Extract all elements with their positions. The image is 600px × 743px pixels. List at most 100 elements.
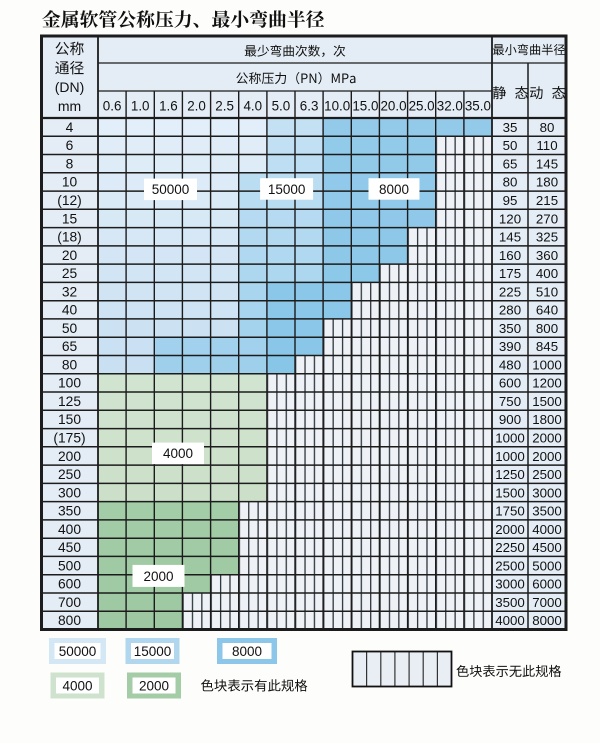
svg-text:7000: 7000 bbox=[532, 595, 562, 610]
svg-text:50000: 50000 bbox=[152, 182, 190, 197]
svg-text:2000: 2000 bbox=[532, 449, 562, 464]
svg-text:450: 450 bbox=[58, 540, 81, 555]
svg-text:4000: 4000 bbox=[163, 446, 193, 461]
svg-text:845: 845 bbox=[536, 339, 558, 354]
svg-text:4: 4 bbox=[66, 120, 74, 135]
svg-text:1.6: 1.6 bbox=[159, 98, 178, 113]
svg-text:2500: 2500 bbox=[532, 467, 562, 482]
svg-text:4.0: 4.0 bbox=[243, 98, 262, 113]
svg-text:3500: 3500 bbox=[532, 504, 562, 519]
svg-text:50000: 50000 bbox=[59, 644, 97, 659]
svg-text:1200: 1200 bbox=[532, 376, 562, 391]
svg-text:3500: 3500 bbox=[495, 595, 525, 610]
svg-text:900: 900 bbox=[499, 412, 521, 427]
svg-text:1000: 1000 bbox=[532, 357, 562, 372]
svg-text:600: 600 bbox=[58, 577, 81, 592]
svg-text:250: 250 bbox=[58, 467, 81, 482]
svg-text:200: 200 bbox=[58, 449, 81, 464]
svg-text:225: 225 bbox=[499, 284, 521, 299]
svg-text:2000: 2000 bbox=[139, 678, 169, 693]
svg-text:(175): (175) bbox=[53, 431, 85, 446]
svg-text:400: 400 bbox=[536, 266, 558, 281]
svg-text:4000: 4000 bbox=[62, 678, 92, 693]
svg-text:32: 32 bbox=[62, 284, 77, 299]
svg-text:150: 150 bbox=[58, 412, 81, 427]
svg-text:(12): (12) bbox=[57, 193, 82, 208]
svg-text:15000: 15000 bbox=[268, 182, 306, 197]
svg-text:8: 8 bbox=[66, 157, 74, 172]
svg-text:215: 215 bbox=[536, 193, 558, 208]
svg-text:1.0: 1.0 bbox=[131, 98, 150, 113]
svg-text:mm: mm bbox=[58, 98, 81, 114]
svg-text:1000: 1000 bbox=[495, 449, 525, 464]
svg-text:700: 700 bbox=[58, 595, 81, 610]
svg-text:2000: 2000 bbox=[532, 431, 562, 446]
svg-text:40: 40 bbox=[62, 303, 78, 318]
svg-text:2.5: 2.5 bbox=[215, 98, 234, 113]
svg-text:20: 20 bbox=[62, 248, 78, 263]
svg-text:800: 800 bbox=[58, 613, 81, 628]
svg-text:3000: 3000 bbox=[532, 485, 562, 500]
svg-text:3000: 3000 bbox=[495, 577, 525, 592]
svg-text:80: 80 bbox=[62, 357, 78, 372]
svg-text:600: 600 bbox=[499, 376, 521, 391]
svg-text:(18): (18) bbox=[57, 230, 82, 245]
svg-text:325: 325 bbox=[536, 230, 558, 245]
svg-text:(DN): (DN) bbox=[55, 79, 85, 95]
svg-text:2000: 2000 bbox=[143, 569, 173, 584]
svg-text:8000: 8000 bbox=[379, 182, 409, 197]
svg-text:80: 80 bbox=[540, 120, 555, 135]
svg-text:125: 125 bbox=[58, 394, 81, 409]
svg-text:35.0: 35.0 bbox=[465, 98, 491, 113]
svg-text:4500: 4500 bbox=[532, 540, 562, 555]
svg-text:15000: 15000 bbox=[134, 644, 172, 659]
svg-text:95: 95 bbox=[503, 193, 518, 208]
svg-text:1750: 1750 bbox=[495, 504, 525, 519]
svg-text:1000: 1000 bbox=[495, 431, 525, 446]
svg-text:160: 160 bbox=[499, 248, 521, 263]
svg-text:390: 390 bbox=[499, 339, 521, 354]
svg-text:10.0: 10.0 bbox=[324, 98, 350, 113]
svg-text:175: 175 bbox=[499, 266, 521, 281]
svg-text:280: 280 bbox=[499, 303, 521, 318]
svg-text:4000: 4000 bbox=[495, 613, 525, 628]
svg-text:6.3: 6.3 bbox=[300, 98, 319, 113]
svg-text:270: 270 bbox=[536, 211, 558, 226]
svg-text:800: 800 bbox=[536, 321, 558, 336]
svg-text:180: 180 bbox=[536, 175, 558, 190]
svg-text:50: 50 bbox=[503, 138, 518, 153]
svg-text:5000: 5000 bbox=[532, 558, 562, 573]
svg-text:2000: 2000 bbox=[495, 522, 525, 537]
svg-text:6: 6 bbox=[66, 138, 74, 153]
svg-text:80: 80 bbox=[503, 175, 518, 190]
svg-text:750: 750 bbox=[499, 394, 521, 409]
svg-text:100: 100 bbox=[58, 376, 81, 391]
svg-text:2500: 2500 bbox=[495, 558, 525, 573]
svg-text:350: 350 bbox=[58, 504, 81, 519]
svg-text:400: 400 bbox=[58, 522, 81, 537]
svg-text:145: 145 bbox=[499, 230, 521, 245]
svg-text:15: 15 bbox=[62, 211, 78, 226]
svg-text:360: 360 bbox=[536, 248, 558, 263]
svg-text:35: 35 bbox=[503, 120, 518, 135]
svg-text:1500: 1500 bbox=[495, 485, 525, 500]
svg-text:500: 500 bbox=[58, 558, 81, 573]
svg-text:640: 640 bbox=[536, 303, 558, 318]
svg-text:2.0: 2.0 bbox=[187, 98, 206, 113]
svg-text:50: 50 bbox=[62, 321, 78, 336]
svg-text:8000: 8000 bbox=[532, 613, 562, 628]
svg-text:110: 110 bbox=[536, 138, 557, 153]
svg-text:145: 145 bbox=[536, 157, 558, 172]
svg-text:8000: 8000 bbox=[232, 644, 262, 659]
svg-text:0.6: 0.6 bbox=[103, 98, 122, 113]
svg-text:5.0: 5.0 bbox=[272, 98, 291, 113]
svg-text:300: 300 bbox=[58, 485, 81, 500]
svg-text:510: 510 bbox=[536, 284, 558, 299]
svg-text:25.0: 25.0 bbox=[409, 98, 435, 113]
svg-text:1500: 1500 bbox=[532, 394, 562, 409]
svg-text:32.0: 32.0 bbox=[437, 98, 463, 113]
svg-text:120: 120 bbox=[499, 211, 521, 226]
svg-text:65: 65 bbox=[503, 157, 518, 172]
svg-text:10: 10 bbox=[62, 175, 78, 190]
svg-text:2250: 2250 bbox=[495, 540, 525, 555]
